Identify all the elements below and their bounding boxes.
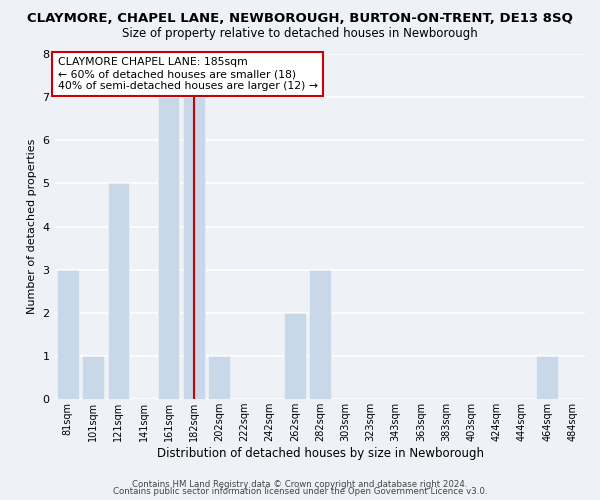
Text: Size of property relative to detached houses in Newborough: Size of property relative to detached ho… [122,28,478,40]
Text: Contains HM Land Registry data © Crown copyright and database right 2024.: Contains HM Land Registry data © Crown c… [132,480,468,489]
Text: CLAYMORE, CHAPEL LANE, NEWBOROUGH, BURTON-ON-TRENT, DE13 8SQ: CLAYMORE, CHAPEL LANE, NEWBOROUGH, BURTO… [27,12,573,26]
X-axis label: Distribution of detached houses by size in Newborough: Distribution of detached houses by size … [157,447,484,460]
Bar [536,356,558,399]
Bar [284,313,305,399]
Text: CLAYMORE CHAPEL LANE: 185sqm
← 60% of detached houses are smaller (18)
40% of se: CLAYMORE CHAPEL LANE: 185sqm ← 60% of de… [58,58,318,90]
Bar [183,97,205,399]
Bar [107,184,129,399]
Bar [57,270,79,399]
Text: Contains public sector information licensed under the Open Government Licence v3: Contains public sector information licen… [113,488,487,496]
Bar [310,270,331,399]
Y-axis label: Number of detached properties: Number of detached properties [27,139,37,314]
Bar [82,356,104,399]
Bar [208,356,230,399]
Bar [158,97,179,399]
